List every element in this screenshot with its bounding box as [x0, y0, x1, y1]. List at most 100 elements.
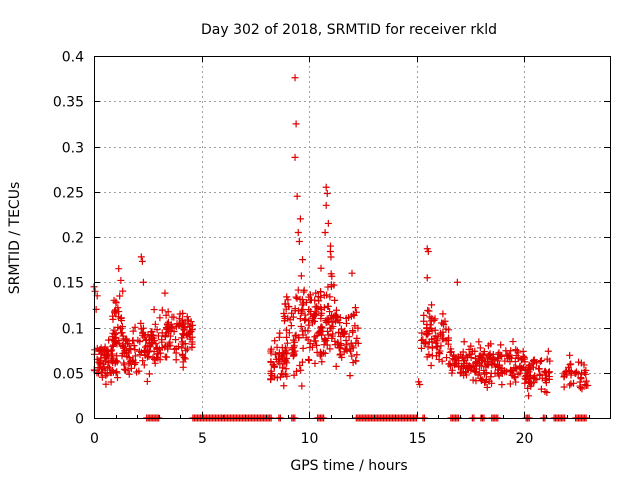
data-point [431, 326, 439, 334]
data-point [137, 325, 145, 333]
data-point [293, 294, 301, 302]
data-point [109, 366, 117, 374]
data-point [437, 342, 445, 350]
data-point [428, 338, 436, 346]
data-point [125, 359, 133, 367]
data-point [178, 338, 186, 346]
data-point [109, 332, 117, 340]
data-point [486, 350, 494, 358]
data-point [329, 330, 337, 338]
data-point [91, 287, 99, 295]
data-point [440, 321, 448, 329]
data-point [296, 361, 304, 369]
data-point [275, 349, 283, 357]
data-point [109, 315, 117, 323]
data-point [158, 329, 166, 337]
x-tick-label: 20 [516, 431, 534, 447]
data-point [525, 392, 533, 400]
data-point [427, 361, 435, 369]
data-point [295, 238, 303, 246]
data-point [335, 344, 343, 352]
data-point [172, 356, 180, 364]
data-point [119, 332, 127, 340]
data-point [98, 373, 106, 381]
y-tick-label: 0 [75, 412, 84, 428]
data-point [149, 334, 157, 342]
data-point [350, 311, 358, 319]
data-point [299, 256, 307, 264]
data-point [351, 304, 359, 312]
data-point [282, 305, 290, 313]
data-point [335, 328, 343, 336]
data-point [323, 341, 331, 349]
data-point [483, 383, 491, 391]
data-point [148, 328, 156, 336]
data-point [298, 307, 306, 315]
data-point [115, 265, 123, 273]
data-point [324, 302, 332, 310]
data-point [326, 345, 334, 353]
data-point [520, 354, 528, 362]
data-point [420, 311, 428, 319]
data-point [436, 350, 444, 358]
data-point [288, 309, 296, 317]
data-point [273, 343, 281, 351]
data-point [116, 292, 124, 300]
data-point [477, 362, 485, 370]
data-point [324, 283, 332, 291]
data-point [291, 338, 299, 346]
data-point [516, 369, 524, 377]
data-point [293, 192, 301, 200]
data-point [140, 361, 148, 369]
data-point [577, 374, 585, 382]
data-point [522, 371, 530, 379]
data-point [481, 378, 489, 386]
data-point [156, 314, 164, 322]
data-point [560, 383, 568, 391]
data-point [502, 347, 510, 355]
y-tick-label: 0.05 [53, 367, 84, 383]
data-point [271, 351, 279, 359]
data-point [118, 329, 126, 337]
data-point [341, 327, 349, 335]
data-point [282, 326, 290, 334]
data-point [164, 318, 172, 326]
data-point [297, 323, 305, 331]
data-point [566, 351, 574, 359]
data-point [447, 348, 455, 356]
data-point [443, 354, 451, 362]
data-point [318, 323, 326, 331]
data-point [448, 369, 456, 377]
data-point [482, 363, 490, 371]
data-point [445, 334, 453, 342]
data-point [119, 349, 127, 357]
data-point [289, 352, 297, 360]
data-point [129, 356, 137, 364]
data-point [299, 299, 307, 307]
data-point [574, 370, 582, 378]
data-point [531, 372, 539, 380]
data-point [428, 327, 436, 335]
data-point [313, 341, 321, 349]
data-point [338, 353, 346, 361]
data-point [475, 338, 483, 346]
data-point [566, 381, 574, 389]
data-point [153, 326, 161, 334]
data-point [484, 342, 492, 350]
data-point [457, 351, 465, 359]
data-point [462, 352, 470, 360]
data-point [513, 347, 521, 355]
data-point [151, 359, 159, 367]
data-point [280, 360, 288, 368]
data-point [119, 287, 127, 295]
data-point [345, 333, 353, 341]
data-point [127, 364, 135, 372]
data-point [331, 337, 339, 345]
data-point [147, 340, 155, 348]
data-point [297, 272, 305, 280]
data-point [103, 370, 111, 378]
data-point [304, 336, 312, 344]
data-point [566, 367, 574, 375]
data-point [527, 378, 535, 386]
data-point [323, 190, 331, 198]
